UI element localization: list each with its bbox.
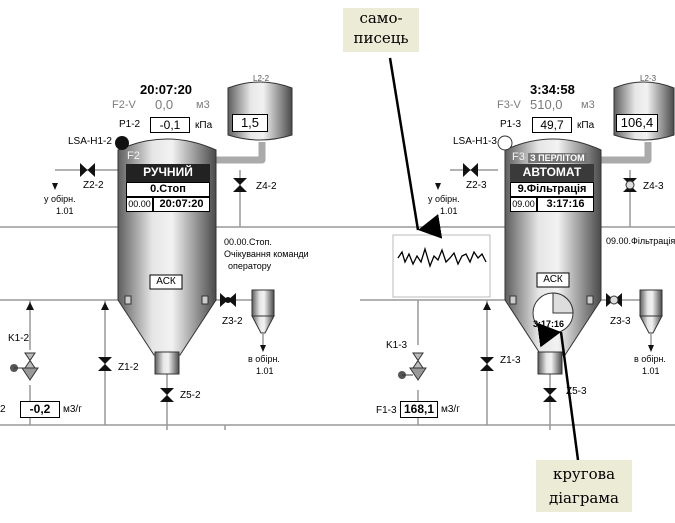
step-time-left: 00.00 <box>126 197 153 212</box>
pressure-field-right[interactable]: 49,7 <box>532 117 572 133</box>
tank-level-right[interactable]: 106,4 <box>616 114 658 132</box>
valve-z1-2-icon[interactable] <box>98 357 112 371</box>
status-line1-right: 09.00.Фільтрація <box>606 236 675 246</box>
flow-field-right[interactable]: 168,1 <box>400 401 438 418</box>
tank-label-right: L2-3 <box>640 74 657 83</box>
elapsed-time-left: 20:07:20 <box>153 197 210 212</box>
valve-label-z3-2: Z3-2 <box>222 316 243 327</box>
fv-unit-left: м3 <box>196 99 210 111</box>
filter-label-right: F3 <box>512 151 525 163</box>
flow-arrows <box>26 302 491 310</box>
collector-label-left: у обірн. <box>44 194 76 204</box>
collector2-label-left: в обірн. <box>248 354 280 364</box>
valve-z3-3-icon[interactable] <box>606 293 622 307</box>
valve-z5-2-icon[interactable] <box>160 388 174 402</box>
ack-button-right[interactable]: АСК <box>543 274 563 285</box>
collector2-num-right: 1.01 <box>642 366 660 376</box>
valve-label-k1-3: K1-3 <box>386 340 408 351</box>
clock-right: 3:34:58 <box>530 82 575 97</box>
valve-label-z1-3: Z1-3 <box>500 355 521 366</box>
valve-label-z4-3: Z4-3 <box>643 181 664 192</box>
valve-label-z5-3: Z5-3 <box>566 386 587 397</box>
p-unit-left: кПа <box>195 120 213 131</box>
callout-recorder-line2: писець <box>353 29 409 47</box>
callout-recorder-line1: само- <box>359 9 403 27</box>
mode-left[interactable]: РУЧНИЙ <box>143 165 193 179</box>
flow-prefix-left: 2 <box>0 404 6 415</box>
lsa-label-left: LSA-H1-2 <box>68 136 112 147</box>
lsa-label-right: LSA-H1-3 <box>453 136 497 147</box>
p-unit-right: кПа <box>577 120 595 131</box>
valve-label-k1-2: K1-2 <box>8 333 30 344</box>
step-time-right: 09.00 <box>510 197 537 212</box>
p-label-right: P1-3 <box>500 119 522 130</box>
valve-label-z2-2: Z2-2 <box>83 180 104 191</box>
collector2-num-left: 1.01 <box>256 366 274 376</box>
status-line3-left: оператору <box>228 261 272 271</box>
callout-pie-line1: кругова <box>552 465 616 483</box>
arrow-recorder <box>388 57 443 239</box>
mode-right[interactable]: АВТОМАТ <box>522 165 582 179</box>
arrow-pie <box>537 322 580 461</box>
flow-field-left[interactable]: -0,2 <box>20 401 60 418</box>
collector-num-left: 1.01 <box>56 206 74 216</box>
p-label-left: P1-2 <box>119 119 141 130</box>
fv-label-right: F3-V <box>497 99 521 111</box>
status-line1-left: 00.00.Стоп. <box>224 237 272 247</box>
valve-z5-3-icon[interactable] <box>543 388 557 402</box>
pie-time-label: 3:17:16 <box>533 319 565 329</box>
valve-label-z5-2: Z5-2 <box>180 390 201 401</box>
state-left: 0.Стоп <box>126 182 210 197</box>
callout-recorder: само- писець <box>343 8 419 52</box>
flow-unit-left: м3/г <box>63 404 82 415</box>
control-valve-k1-3-icon[interactable] <box>398 352 427 381</box>
clock-left: 20:07:20 <box>140 82 193 97</box>
valve-z2-3-icon[interactable] <box>463 163 478 177</box>
perlite-label: З ПЕРЛІТОМ <box>528 153 587 163</box>
lsa-indicator-left <box>115 136 129 150</box>
valve-z2-2-icon[interactable] <box>80 163 95 177</box>
tank-level-left[interactable]: 1,5 <box>232 114 268 132</box>
recorder-trend[interactable] <box>392 234 491 298</box>
valve-z1-3-icon[interactable] <box>480 357 494 371</box>
callout-pie: кругова діаграма <box>536 460 632 512</box>
valve-label-z1-2: Z1-2 <box>118 362 139 373</box>
control-valve-k1-2-icon[interactable] <box>10 352 39 381</box>
fv-label-left: F2-V <box>112 99 136 111</box>
filter-label-left: F2 <box>127 150 140 162</box>
flow-unit-right: м3/г <box>441 404 460 415</box>
fv-value-left: 0,0 <box>155 97 174 112</box>
callout-pie-line2: діаграма <box>549 489 619 507</box>
flow-label-right: F1-3 <box>376 405 397 416</box>
ack-button-left[interactable]: АСК <box>156 276 176 287</box>
lsa-indicator-right <box>497 135 513 151</box>
elapsed-time-right: 3:17:16 <box>537 197 594 212</box>
fv-value-right: 510,0 <box>530 97 563 112</box>
fv-unit-right: м3 <box>581 99 595 111</box>
valve-label-z4-2: Z4-2 <box>256 181 277 192</box>
state-right: 9.Фільтрація <box>510 182 594 197</box>
tank-pipes <box>210 142 652 164</box>
collector-label-right: у обірн. <box>428 194 460 204</box>
valve-z4-3-icon[interactable] <box>623 178 637 192</box>
pressure-field-left[interactable]: -0,1 <box>150 117 190 133</box>
separator-left <box>251 289 275 348</box>
separator-right <box>639 289 663 348</box>
status-line2-left: Очікування команди <box>224 249 309 259</box>
collector-num-right: 1.01 <box>440 206 458 216</box>
valve-label-z2-3: Z2-3 <box>466 180 487 191</box>
collector2-label-right: в обірн. <box>634 354 666 364</box>
valve-z3-2-icon[interactable] <box>220 293 236 307</box>
valve-label-z3-3: Z3-3 <box>610 316 631 327</box>
valve-z4-2-icon[interactable] <box>233 178 247 192</box>
tank-label-left: L2-2 <box>253 74 270 83</box>
